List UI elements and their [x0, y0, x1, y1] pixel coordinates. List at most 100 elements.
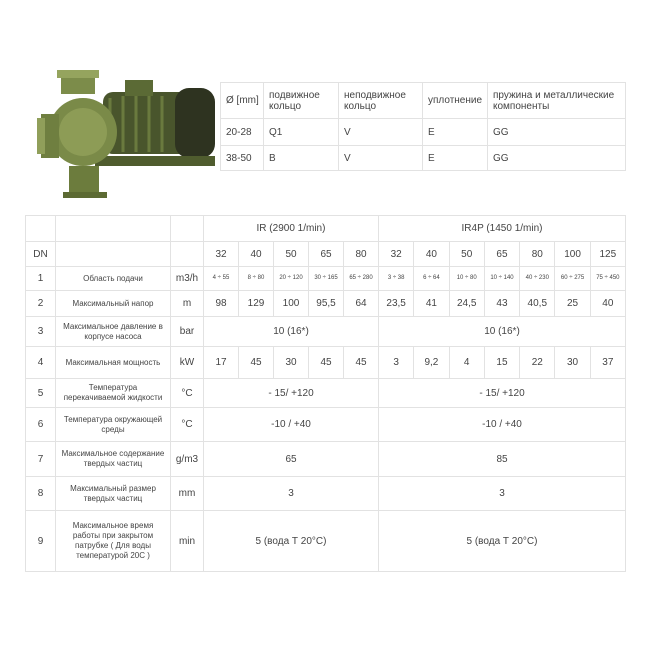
table-cell: 5 (вода Т 20°С) [203, 510, 379, 572]
table-cell: 3 [203, 476, 379, 511]
table-cell: 129 [238, 290, 274, 317]
table-cell: 3 [25, 316, 56, 347]
table-cell: g/m3 [170, 441, 204, 477]
table-cell: 9,2 [413, 346, 450, 379]
table-cell: Температура окружающей среды [55, 407, 171, 442]
table-cell: 23,5 [378, 290, 415, 317]
table-cell: Область подачи [55, 266, 171, 291]
table-cell: 95,5 [308, 290, 344, 317]
table-cell: 43 [483, 290, 521, 317]
header-cell: Ø [mm] [220, 82, 264, 119]
table-cell: - 15/ +120 [378, 378, 626, 408]
table-cell: 98 [203, 290, 239, 317]
table-cell: 3 [378, 346, 415, 379]
table-cell: 17 [203, 346, 239, 379]
table-cell: m3/h [170, 266, 204, 291]
table-cell: 3 ÷ 38 [378, 266, 415, 291]
table-cell: 45 [343, 346, 379, 379]
table-cell: 100 [273, 290, 309, 317]
pump-image [37, 70, 215, 198]
table-cell: 45 [238, 346, 274, 379]
table-cell: 22 [519, 346, 556, 379]
table-cell: Максимальный размер твердых частиц [55, 476, 171, 511]
table-cell: m [170, 290, 204, 317]
table-cell: 60 ÷ 275 [554, 266, 591, 291]
table-cell: 6 ÷ 64 [413, 266, 450, 291]
table-cell: Максимальное давление в корпусе насоса [55, 316, 171, 347]
table-cell: 64 [343, 290, 379, 317]
table-cell: E [422, 145, 488, 171]
header-cell: 125 [589, 241, 626, 267]
header-cell: подвижное кольцо [263, 82, 339, 119]
header-cell: неподвижное кольцо [338, 82, 423, 119]
table-cell: 25 [554, 290, 591, 317]
table-cell: 15 [483, 346, 521, 379]
table-cell: E [422, 118, 488, 146]
table-cell: 30 [273, 346, 309, 379]
header-cell: 80 [519, 241, 556, 267]
table-cell [25, 215, 56, 242]
table-cell: 9 [25, 510, 56, 572]
table-cell: 45 [308, 346, 344, 379]
table-cell: B [263, 145, 339, 171]
table-cell: V [338, 118, 423, 146]
table-cell: 8 ÷ 80 [238, 266, 274, 291]
table-cell: 40 ÷ 230 [519, 266, 556, 291]
header-cell: 32 [378, 241, 415, 267]
table-cell [170, 241, 204, 267]
header-cell: 50 [448, 241, 485, 267]
table-cell: Максимальный напор [55, 290, 171, 317]
table-cell: 10 ÷ 80 [448, 266, 485, 291]
table-cell: 1 [25, 266, 56, 291]
header-cell: 65 [308, 241, 344, 267]
table-cell: 40,5 [519, 290, 556, 317]
table-cell: 30 [554, 346, 591, 379]
table-cell: GG [487, 145, 626, 171]
table-cell: Максимальное время работы при закрытом п… [55, 510, 171, 572]
table-cell: 65 [203, 441, 379, 477]
table-cell: 8 [25, 476, 56, 511]
table-cell: 10 (16*) [203, 316, 379, 347]
header-cell: уплотнение [422, 82, 488, 119]
table-cell: 4 [448, 346, 485, 379]
table-cell: 41 [413, 290, 450, 317]
table-cell: Максимальное содержание твердых частиц [55, 441, 171, 477]
header-cell: 40 [413, 241, 450, 267]
table-cell: min [170, 510, 204, 572]
table-cell: - 15/ +120 [203, 378, 379, 408]
table-cell [55, 241, 171, 267]
table-cell: °C [170, 407, 204, 442]
table-cell: GG [487, 118, 626, 146]
table-cell: Температура перекачиваемой жидкости [55, 378, 171, 408]
table-cell: Q1 [263, 118, 339, 146]
table-cell: mm [170, 476, 204, 511]
table-cell: 37 [589, 346, 626, 379]
table-cell [170, 215, 204, 242]
table-cell [55, 215, 171, 242]
table-cell: -10 / +40 [203, 407, 379, 442]
table-cell: 5 (вода Т 20°С) [378, 510, 626, 572]
table-cell: 10 (16*) [378, 316, 626, 347]
table-cell: 7 [25, 441, 56, 477]
header-cell: пружина и металлические компоненты [487, 82, 626, 119]
header-cell: 80 [343, 241, 379, 267]
table-cell: 10 ÷ 140 [483, 266, 521, 291]
table-cell: 2 [25, 290, 56, 317]
table-cell: 3 [378, 476, 626, 511]
table-cell: 24,5 [448, 290, 485, 317]
table-cell: 5 [25, 378, 56, 408]
table-cell: 4 [25, 346, 56, 379]
table-cell: Максимальная мощность [55, 346, 171, 379]
table-cell: 38-50 [220, 145, 264, 171]
header-cell: IR4P (1450 1/min) [378, 215, 626, 242]
header-cell: DN [25, 241, 56, 267]
table-cell: -10 / +40 [378, 407, 626, 442]
table-cell: 85 [378, 441, 626, 477]
table-cell: 30 ÷ 165 [308, 266, 344, 291]
table-cell: 6 [25, 407, 56, 442]
header-cell: 65 [483, 241, 521, 267]
table-cell: 75 ÷ 450 [589, 266, 626, 291]
table-cell: bar [170, 316, 204, 347]
table-cell: 20 ÷ 120 [273, 266, 309, 291]
